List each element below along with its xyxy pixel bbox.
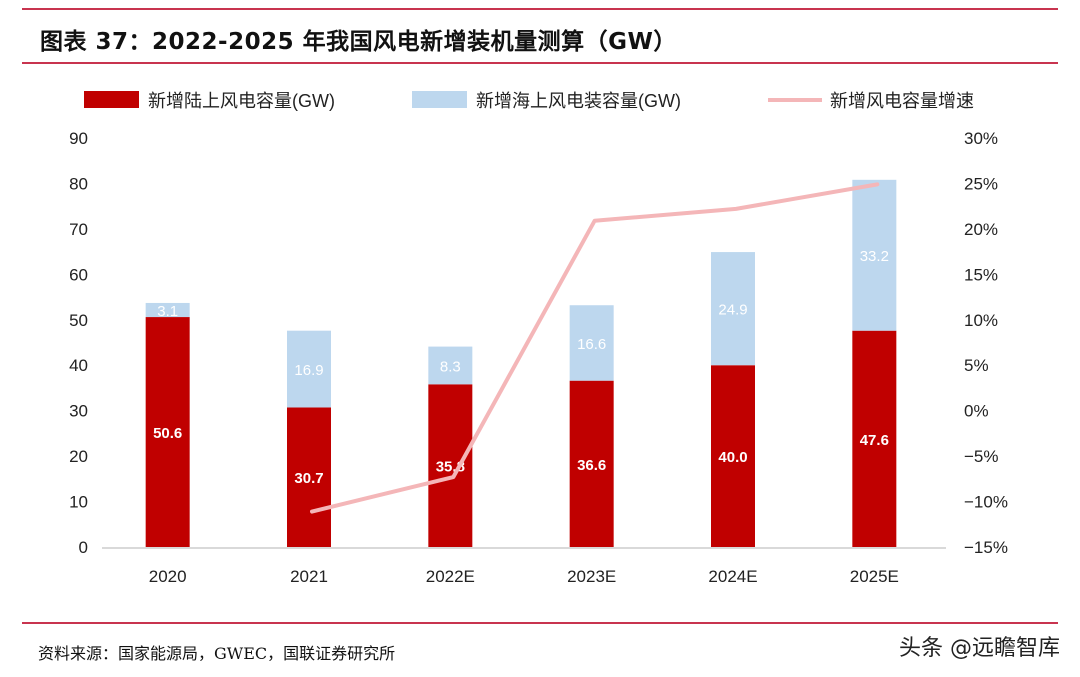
data-label-offshore: 16.6 <box>577 336 606 353</box>
bar-onshore <box>428 384 473 547</box>
bar-onshore <box>569 380 614 547</box>
x-axis-tick-label: 2025E <box>850 567 899 586</box>
legend-label-onshore: 新增陆上风电容量(GW) <box>148 91 335 111</box>
data-label-offshore: 8.3 <box>440 358 461 375</box>
title-bottom-rule <box>22 62 1058 64</box>
right-axis-tick-label: 15% <box>964 265 998 284</box>
data-label-offshore: 33.2 <box>860 248 889 265</box>
bar-offshore <box>711 252 755 366</box>
data-label-onshore: 36.6 <box>577 457 606 474</box>
x-axis-tick-label: 2023E <box>567 567 616 586</box>
legend-label-offshore: 新增海上风电装容量(GW) <box>476 91 681 111</box>
data-label-onshore: 47.6 <box>860 432 889 449</box>
left-axis-tick-label: 10 <box>69 493 88 512</box>
x-axis: 2020 2021 2022E 2023E 2024E 2025E <box>102 547 946 586</box>
left-axis-tick-label: 90 <box>69 129 88 148</box>
right-axis-tick-label: 20% <box>964 220 998 239</box>
legend-swatch-offshore <box>412 91 467 108</box>
right-axis-tick-label: 5% <box>964 356 989 375</box>
x-axis-tick-label: 2021 <box>290 567 328 586</box>
bar-offshore <box>145 302 190 318</box>
left-axis-tick-label: 20 <box>69 447 88 466</box>
bar-offshore <box>569 305 614 381</box>
left-axis-tick-label: 30 <box>69 402 88 421</box>
data-label-offshore: 3.1 <box>157 303 178 320</box>
bar-offshore <box>287 330 331 408</box>
data-label-onshore: 30.7 <box>294 470 323 487</box>
left-axis-tick-label: 50 <box>69 311 88 330</box>
right-axis-tick-label: −15% <box>964 538 1008 557</box>
left-axis-tick-label: 40 <box>69 356 88 375</box>
footer-rule <box>22 622 1058 624</box>
data-label-onshore: 50.6 <box>153 425 182 442</box>
left-axis-tick-label: 70 <box>69 220 88 239</box>
data-label-onshore: 40.0 <box>718 449 747 466</box>
legend-label-growth: 新增风电容量增速 <box>830 91 974 111</box>
right-axis-tick-label: 25% <box>964 174 998 193</box>
bar-onshore <box>287 407 331 547</box>
bar-offshore <box>428 346 473 385</box>
right-axis-tick-label: −5% <box>964 447 999 466</box>
bar-onshore <box>711 365 755 547</box>
left-axis-tick-label: 60 <box>69 265 88 284</box>
right-axis-tick-label: 10% <box>964 311 998 330</box>
x-axis-tick-label: 2020 <box>149 567 187 586</box>
right-axis-tick-label: −10% <box>964 493 1008 512</box>
source-note: 资料来源：国家能源局，GWEC，国联证券研究所 <box>38 644 396 663</box>
left-axis-tick-label: 0 <box>79 538 88 557</box>
left-axis: 0 10 20 30 40 50 60 70 80 90 <box>69 129 88 557</box>
right-axis-tick-label: 0% <box>964 402 989 421</box>
growth-line <box>310 182 880 514</box>
title-top-rule <box>22 8 1058 10</box>
legend-swatch-onshore <box>84 91 139 108</box>
data-label-offshore: 16.9 <box>294 362 323 379</box>
left-axis-tick-label: 80 <box>69 174 88 193</box>
bar-onshore <box>852 330 897 547</box>
data-label-offshore: 24.9 <box>718 302 747 319</box>
x-axis-tick-label: 2024E <box>708 567 757 586</box>
right-axis: −15% −10% −5% 0% 5% 10% 15% 20% 25% 30% <box>964 129 1008 557</box>
chart-title: 图表 37：2022-2025 年我国风电新增装机量测算（GW） <box>40 29 677 55</box>
chart: 新增陆上风电容量(GW) 新增海上风电装容量(GW) 新增风电容量增速 0 10 20 3… <box>69 91 1008 586</box>
legend: 新增陆上风电容量(GW) 新增海上风电装容量(GW) 新增风电容量增速 <box>84 91 974 111</box>
bar-offshore <box>852 179 897 331</box>
watermark: 头条 @远瞻智库 <box>899 636 1060 661</box>
bars: 50.63.130.716.935.88.336.616.640.024.947… <box>145 179 897 547</box>
x-axis-tick-label: 2022E <box>426 567 475 586</box>
right-axis-tick-label: 30% <box>964 129 998 148</box>
bar-onshore <box>145 317 190 547</box>
